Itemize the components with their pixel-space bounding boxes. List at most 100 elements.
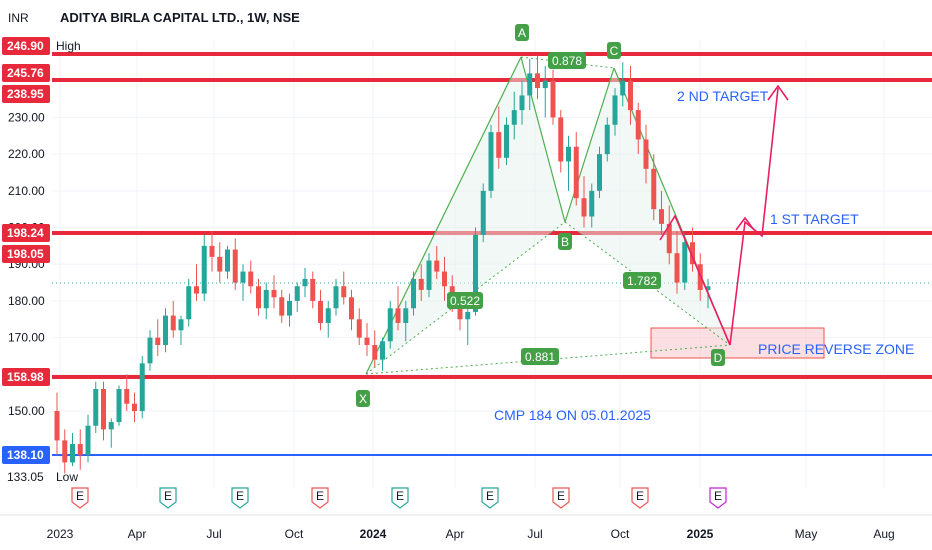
earnings-marker-label: E [714, 489, 722, 503]
price-tick: 210.00 [8, 184, 45, 198]
level-tag: Low [56, 470, 78, 484]
earnings-marker [552, 487, 570, 509]
price-axis: 150.00160.00170.00180.00190.00200.00210.… [0, 34, 81, 490]
currency-label: INR [8, 11, 29, 25]
price-tick: 220.00 [8, 147, 45, 161]
candle-body [85, 425, 91, 456]
candle-body [589, 190, 595, 217]
arrowhead-2nd [767, 84, 789, 101]
candle-body [542, 80, 548, 89]
annotation-text: 2 ND TARGET [677, 88, 769, 104]
time-tick: Apr [128, 527, 147, 541]
candle-body [186, 286, 192, 320]
candle-body [155, 337, 161, 345]
ratio-0522-box [447, 292, 483, 309]
candle-body [101, 389, 106, 430]
candle-body [325, 308, 331, 323]
candle-body [612, 95, 618, 125]
candle-body [395, 308, 401, 323]
time-tick: Apr [446, 527, 465, 541]
candle-body [70, 444, 75, 463]
price-tick: 180.00 [8, 294, 45, 308]
ratio-1782: 1.782 [627, 274, 657, 288]
candle-body [240, 271, 246, 283]
level-price-box [2, 64, 50, 82]
candle-body [294, 286, 300, 301]
candle-body [116, 389, 122, 423]
candle-body [426, 260, 432, 290]
level-price-label: 246.90 [7, 39, 44, 53]
candle-body [93, 389, 99, 426]
annotation-text: PRICE REVERSE ZONE [758, 341, 914, 357]
candle-body [674, 253, 680, 283]
candle-body [256, 286, 261, 309]
candle-body [628, 80, 633, 111]
price-tick: 150.00 [8, 404, 45, 418]
candles [54, 55, 711, 474]
candle-body [573, 146, 579, 199]
candle-body [442, 271, 447, 287]
level-price-label: 133.05 [7, 470, 44, 484]
candle-body [480, 190, 486, 235]
ratio-0878-box [548, 52, 586, 69]
level-price-box [2, 224, 50, 242]
candle-body [620, 80, 626, 96]
point-c-label-box [607, 42, 621, 59]
time-axis: 2023 Apr Jul Oct 2024 Apr Jul Oct 2025 May Aug [0, 514, 932, 541]
candle-body [527, 73, 533, 96]
candle-body [705, 286, 711, 290]
candle-body [194, 286, 199, 294]
candle-body [504, 124, 509, 158]
candle-body [380, 341, 385, 360]
time-tick: May [795, 527, 818, 541]
candle-body [263, 289, 269, 309]
level-price-box [2, 85, 50, 103]
time-tick: 2024 [360, 527, 387, 541]
candle-body [178, 319, 184, 331]
candle-body [310, 278, 316, 301]
candle-body [201, 245, 207, 294]
candle-body [248, 271, 254, 287]
candle-body [147, 337, 153, 364]
arrow-path [659, 214, 731, 346]
candle-body [659, 209, 664, 224]
level-price-label: 158.98 [7, 370, 44, 384]
earnings-marker [391, 487, 409, 509]
candle-body [558, 117, 564, 162]
level-price-label: 198.05 [7, 247, 44, 261]
earnings-marker [481, 487, 499, 509]
candle-body [318, 300, 323, 323]
candle-body [682, 242, 688, 283]
point-c-label: C [610, 44, 619, 58]
earnings-marker-label: E [76, 489, 84, 503]
candle-body [54, 411, 60, 441]
ratio-0881-box [521, 348, 559, 365]
time-tick: Jul [527, 527, 542, 541]
candle-body [566, 146, 571, 162]
chart-title: ADITYA BIRLA CAPITAL LTD., 1W, NSE [60, 10, 300, 25]
earnings-marker [159, 487, 177, 509]
earnings-marker-label: E [396, 489, 404, 503]
candle-body [209, 245, 215, 257]
candle-body [287, 300, 292, 316]
candle-body [635, 110, 641, 140]
candle-body [666, 223, 672, 254]
point-x-label: X [359, 392, 367, 406]
candle-body [139, 363, 145, 412]
candle-body [356, 319, 362, 338]
pattern-ratio-line [365, 344, 731, 375]
earnings-marker [71, 487, 89, 509]
candle-body [271, 289, 277, 298]
ratio-0522: 0.522 [450, 294, 480, 308]
point-a-label: A [518, 26, 526, 40]
candle-body [77, 444, 83, 456]
arrowhead-1st [735, 216, 755, 231]
candle-body [349, 297, 354, 320]
candle-body [62, 440, 68, 463]
candle-body [163, 315, 168, 345]
candle-body [124, 389, 130, 404]
candle-body [364, 337, 370, 345]
level-tag: High [56, 39, 81, 53]
ratio-0878: 0.878 [552, 54, 582, 68]
